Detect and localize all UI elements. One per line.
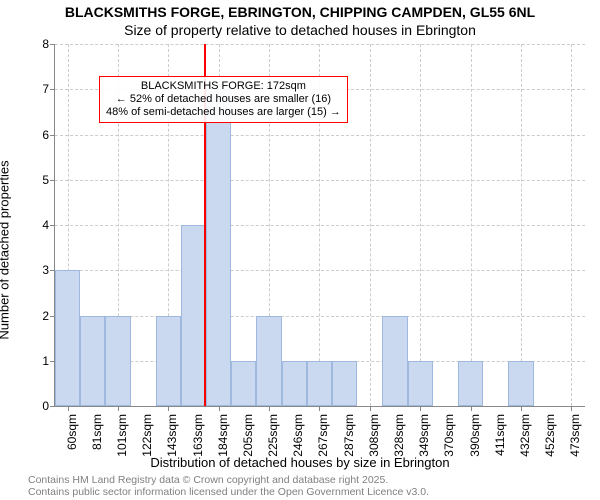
- chart-container: BLACKSMITHS FORGE, EBRINGTON, CHIPPING C…: [0, 0, 600, 500]
- x-tick-mark: [219, 406, 220, 411]
- x-tick-label: 122sqm: [140, 414, 154, 457]
- histogram-bar: [80, 316, 105, 407]
- x-tick-mark: [521, 406, 522, 411]
- x-tick-mark: [68, 406, 69, 411]
- x-tick-label: 101sqm: [115, 414, 129, 457]
- x-tick-mark: [571, 406, 572, 411]
- annotation-line: ← 52% of detached houses are smaller (16…: [106, 93, 341, 106]
- x-tick-label: 390sqm: [468, 414, 482, 457]
- x-tick-label: 60sqm: [65, 414, 79, 450]
- y-tick-mark: [50, 406, 55, 407]
- annotation-line: BLACKSMITHS FORGE: 172sqm: [106, 80, 341, 93]
- x-tick-mark: [471, 406, 472, 411]
- histogram-bar: [508, 361, 533, 406]
- y-tick-mark: [50, 89, 55, 90]
- x-tick-label: 81sqm: [90, 414, 104, 450]
- y-tick-mark: [50, 225, 55, 226]
- histogram-bar: [206, 89, 231, 406]
- x-tick-label: 143sqm: [165, 414, 179, 457]
- histogram-bar: [55, 270, 80, 406]
- x-tick-mark: [168, 406, 169, 411]
- histogram-bar: [282, 361, 307, 406]
- annotation-box: BLACKSMITHS FORGE: 172sqm← 52% of detach…: [99, 76, 348, 124]
- x-tick-label: 246sqm: [291, 414, 305, 457]
- x-tick-mark: [118, 406, 119, 411]
- x-tick-label: 163sqm: [191, 414, 205, 457]
- histogram-bar: [382, 316, 407, 407]
- histogram-bar: [332, 361, 357, 406]
- gridline-v: [571, 44, 572, 406]
- histogram-bar: [231, 361, 256, 406]
- x-tick-label: 370sqm: [442, 414, 456, 457]
- x-tick-mark: [319, 406, 320, 411]
- y-tick-mark: [50, 180, 55, 181]
- x-tick-label: 205sqm: [241, 414, 255, 457]
- annotation-line: 48% of semi-detached houses are larger (…: [106, 106, 341, 119]
- x-tick-label: 287sqm: [342, 414, 356, 457]
- histogram-bar: [105, 316, 130, 407]
- x-tick-mark: [420, 406, 421, 411]
- footer-line: Contains HM Land Registry data © Crown c…: [28, 474, 429, 486]
- x-tick-label: 473sqm: [568, 414, 582, 457]
- x-tick-label: 184sqm: [216, 414, 230, 457]
- x-tick-mark: [370, 406, 371, 411]
- footer-attribution: Contains HM Land Registry data © Crown c…: [28, 474, 429, 498]
- x-tick-label: 411sqm: [493, 414, 507, 456]
- plot-area: 01234567860sqm81sqm101sqm122sqm143sqm163…: [54, 44, 585, 407]
- x-tick-label: 328sqm: [392, 414, 406, 457]
- y-tick-mark: [50, 135, 55, 136]
- histogram-bar: [307, 361, 332, 406]
- x-tick-mark: [269, 406, 270, 411]
- x-tick-label: 225sqm: [266, 414, 280, 457]
- chart-title: BLACKSMITHS FORGE, EBRINGTON, CHIPPING C…: [0, 4, 600, 20]
- x-tick-label: 349sqm: [417, 414, 431, 457]
- footer-line: Contains public sector information licen…: [28, 486, 429, 498]
- x-axis-label: Distribution of detached houses by size …: [0, 455, 600, 470]
- histogram-bar: [408, 361, 433, 406]
- histogram-bar: [458, 361, 483, 406]
- y-axis-label: Number of detached properties: [0, 71, 12, 250]
- chart-subtitle: Size of property relative to detached ho…: [0, 22, 600, 38]
- y-tick-mark: [50, 44, 55, 45]
- gridline-v: [370, 44, 371, 406]
- gridline-v: [471, 44, 472, 406]
- x-tick-label: 267sqm: [316, 414, 330, 457]
- histogram-bar: [156, 316, 181, 407]
- x-tick-label: 308sqm: [367, 414, 381, 457]
- gridline-v: [420, 44, 421, 406]
- histogram-bar: [181, 225, 206, 406]
- histogram-bar: [256, 316, 281, 407]
- x-tick-label: 452sqm: [543, 414, 557, 457]
- x-tick-label: 432sqm: [518, 414, 532, 457]
- gridline-v: [521, 44, 522, 406]
